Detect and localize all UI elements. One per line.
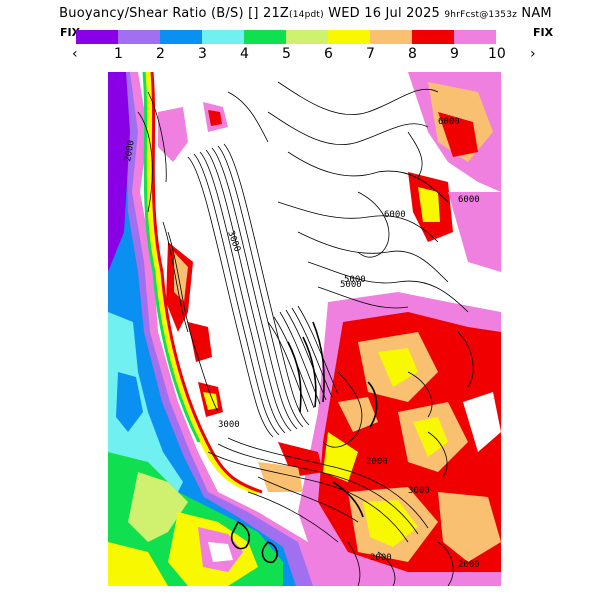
- central-valley: [193, 162, 286, 432]
- contour-label-6: 5000: [344, 275, 366, 285]
- title-timezone: (14pdt): [289, 10, 324, 20]
- contour-label-10: 3000: [408, 486, 430, 496]
- color-scale-ticks: ‹ › 1 2 3 4 5 6 7 8 9 10: [0, 46, 611, 62]
- se-patch-yellow3: [323, 432, 358, 482]
- map-title: Buoyancy/Shear Ratio (B/S) [] 21Z(14pdt)…: [0, 6, 611, 21]
- ocean-patch-blue: [116, 372, 143, 432]
- title-forecast: 9hrFcst@1353z: [444, 10, 518, 20]
- scale-tick-label: 3: [198, 46, 207, 62]
- ocean-patch-lime: [128, 472, 188, 542]
- scale-swatch-4: [202, 30, 244, 44]
- coastal-patch-red2: [188, 322, 212, 362]
- contour-label-1: 2000: [123, 139, 137, 162]
- north-patch-red: [208, 110, 222, 126]
- title-separator: []: [248, 6, 259, 21]
- title-model: NAM: [521, 6, 552, 21]
- se-patch-yellow4: [363, 500, 418, 547]
- map-svg: 2000 3000 3000 5000 6000 5000 6000 6000 …: [108, 72, 501, 586]
- scale-tick-label: 5: [282, 46, 291, 62]
- scale-tick-label: 1: [114, 46, 123, 62]
- ocean-patch-yellow-south: [108, 542, 168, 586]
- scale-tick-label: 6: [324, 46, 333, 62]
- scale-swatch-9: [412, 30, 454, 44]
- coast-green-ribbon: [142, 72, 201, 443]
- title-date: WED 16 Jul 2025: [328, 6, 441, 21]
- scale-swatch-7: [328, 30, 370, 44]
- prev-arrow-icon[interactable]: ‹: [72, 46, 78, 62]
- scale-swatch-8: [370, 30, 412, 44]
- scale-swatch-5: [244, 30, 286, 44]
- scale-tick-label: 4: [240, 46, 249, 62]
- scale-tick-label: 9: [450, 46, 459, 62]
- scale-swatch-1: [76, 30, 118, 44]
- contour-label-12: 2000: [370, 553, 392, 563]
- se-patch-yellow2: [413, 417, 448, 457]
- scale-swatch-3: [160, 30, 202, 44]
- scale-tick-label: 10: [488, 46, 506, 62]
- contour-lines: [137, 81, 474, 586]
- coastal-patch-pink: [158, 107, 188, 162]
- ne-patch-pink2: [448, 192, 501, 272]
- se-patch-orange6: [258, 462, 303, 492]
- se-patch-orange3: [338, 397, 378, 432]
- scale-swatch-10: [454, 30, 496, 44]
- title-time: 21Z: [262, 6, 290, 21]
- coast-red-ribbon: [150, 72, 263, 494]
- scale-tick-label: 2: [156, 46, 165, 62]
- ne-patch-yellow: [418, 187, 440, 222]
- contour-label-8: 6000: [458, 195, 480, 205]
- ocean-band-purple: [108, 72, 130, 272]
- contour-label-4: 5000: [340, 280, 362, 290]
- contour-label-7: 6000: [438, 117, 460, 127]
- contour-label-11: 2000: [458, 560, 480, 570]
- scale-tick-label: 7: [366, 46, 375, 62]
- next-arrow-icon[interactable]: ›: [530, 46, 536, 62]
- ne-patch-red: [438, 112, 478, 157]
- fix-left-button[interactable]: FIX: [60, 26, 81, 39]
- title-main: Buoyancy/Shear Ratio (B/S): [59, 6, 244, 21]
- contour-label-3: 3000: [218, 420, 240, 430]
- scale-swatch-6: [286, 30, 328, 44]
- coast-yellow-ribbon: [145, 72, 259, 495]
- se-patch-yellow1: [378, 348, 418, 387]
- contour-lines-thick: [230, 321, 378, 564]
- contour-label-5: 6000: [384, 210, 406, 220]
- scale-swatch-2: [118, 30, 160, 44]
- map-panel: 2000 3000 3000 5000 6000 5000 6000 6000 …: [108, 72, 501, 586]
- contour-label-9: 2000: [366, 457, 388, 467]
- color-scale-bar: [76, 30, 496, 44]
- se-patch-white: [463, 392, 501, 452]
- fix-right-button[interactable]: FIX: [533, 26, 554, 39]
- coastal-patch-yellow: [203, 392, 218, 410]
- scale-tick-label: 8: [408, 46, 417, 62]
- ocean-patch-white: [208, 542, 233, 562]
- se-patch-orange5: [438, 492, 501, 562]
